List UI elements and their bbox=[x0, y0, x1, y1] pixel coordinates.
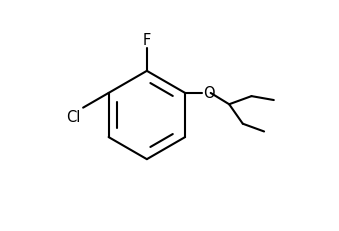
Text: O: O bbox=[203, 86, 215, 101]
Text: Cl: Cl bbox=[66, 109, 81, 124]
Text: F: F bbox=[143, 33, 151, 48]
